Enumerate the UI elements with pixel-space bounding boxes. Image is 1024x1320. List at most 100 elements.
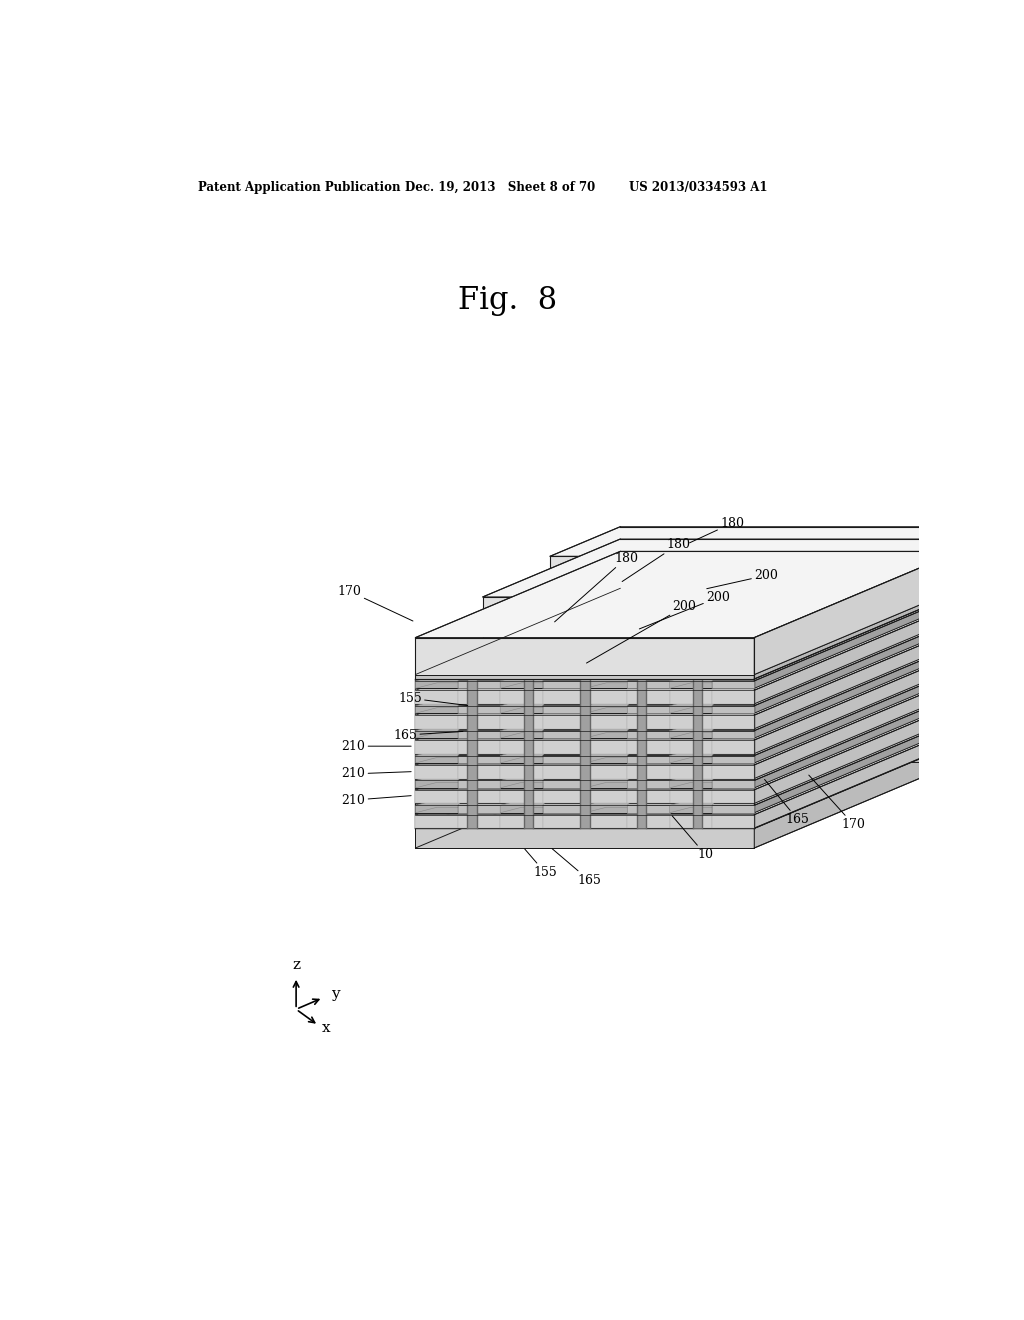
Polygon shape [467,593,681,678]
Text: 155: 155 [398,692,468,705]
Polygon shape [628,789,670,804]
Polygon shape [416,704,959,789]
Polygon shape [755,669,959,763]
Polygon shape [543,789,585,804]
Polygon shape [693,678,702,829]
Text: 155: 155 [524,849,557,879]
Polygon shape [670,750,717,763]
Polygon shape [416,619,959,706]
Polygon shape [500,741,543,754]
Text: 165: 165 [393,729,463,742]
Text: 210: 210 [342,793,412,807]
Polygon shape [458,706,500,713]
Polygon shape [416,775,463,788]
Polygon shape [628,690,670,704]
Polygon shape [416,741,755,754]
Polygon shape [500,690,543,704]
Polygon shape [670,775,717,788]
Polygon shape [458,789,500,804]
Polygon shape [755,719,959,813]
Polygon shape [500,715,543,729]
Polygon shape [712,789,755,804]
Polygon shape [585,701,632,713]
Polygon shape [416,678,959,766]
Text: 210: 210 [342,767,412,780]
Polygon shape [458,731,500,738]
Polygon shape [585,725,632,738]
Polygon shape [670,789,712,804]
Text: x: x [323,1020,331,1035]
Polygon shape [755,552,959,675]
Polygon shape [712,681,755,688]
Polygon shape [670,715,712,729]
Polygon shape [416,729,959,814]
Polygon shape [416,653,959,741]
Polygon shape [416,742,959,829]
Polygon shape [670,766,712,779]
Polygon shape [755,653,959,754]
Polygon shape [628,715,670,729]
Polygon shape [543,766,585,779]
Polygon shape [500,701,547,713]
Polygon shape [670,800,717,813]
Polygon shape [458,681,500,688]
Polygon shape [416,675,755,678]
Polygon shape [416,766,458,779]
Polygon shape [585,814,628,829]
Polygon shape [637,593,851,678]
Text: y: y [331,987,339,1001]
Polygon shape [585,766,628,779]
Polygon shape [416,805,755,813]
Polygon shape [523,678,534,829]
Polygon shape [755,694,959,788]
Polygon shape [543,715,585,729]
Text: 165: 165 [765,780,810,826]
Polygon shape [416,741,458,754]
Polygon shape [500,800,547,813]
Polygon shape [416,589,959,675]
Polygon shape [585,741,628,754]
Polygon shape [500,775,547,788]
Polygon shape [543,706,585,713]
Polygon shape [755,644,959,738]
Polygon shape [755,704,959,804]
Polygon shape [755,595,959,688]
Polygon shape [500,789,543,804]
Polygon shape [543,690,585,704]
Text: Dec. 19, 2013   Sheet 8 of 70: Dec. 19, 2013 Sheet 8 of 70 [404,181,595,194]
Polygon shape [670,725,717,738]
Polygon shape [670,676,717,688]
Polygon shape [585,715,628,729]
Polygon shape [416,605,959,690]
Polygon shape [416,595,959,681]
Polygon shape [628,780,670,788]
Polygon shape [416,766,755,779]
Polygon shape [628,755,670,763]
Text: 180: 180 [623,539,690,582]
Polygon shape [543,805,585,813]
Text: 10: 10 [672,816,714,861]
Polygon shape [523,593,738,678]
Polygon shape [416,731,755,738]
Text: US 2013/0334593 A1: US 2013/0334593 A1 [629,181,767,194]
Polygon shape [416,719,959,805]
Polygon shape [712,780,755,788]
Polygon shape [482,634,821,639]
Polygon shape [628,805,670,813]
Polygon shape [585,789,628,804]
Polygon shape [585,775,632,788]
Polygon shape [628,814,670,829]
Polygon shape [581,678,590,829]
Polygon shape [755,678,959,779]
Polygon shape [416,814,755,829]
Polygon shape [416,694,959,780]
Polygon shape [755,729,959,829]
Polygon shape [628,741,670,754]
Text: 170: 170 [338,585,413,620]
Polygon shape [821,539,959,634]
Polygon shape [458,690,500,704]
Polygon shape [585,690,628,704]
Polygon shape [416,701,463,713]
Polygon shape [712,814,755,829]
Polygon shape [585,750,632,763]
